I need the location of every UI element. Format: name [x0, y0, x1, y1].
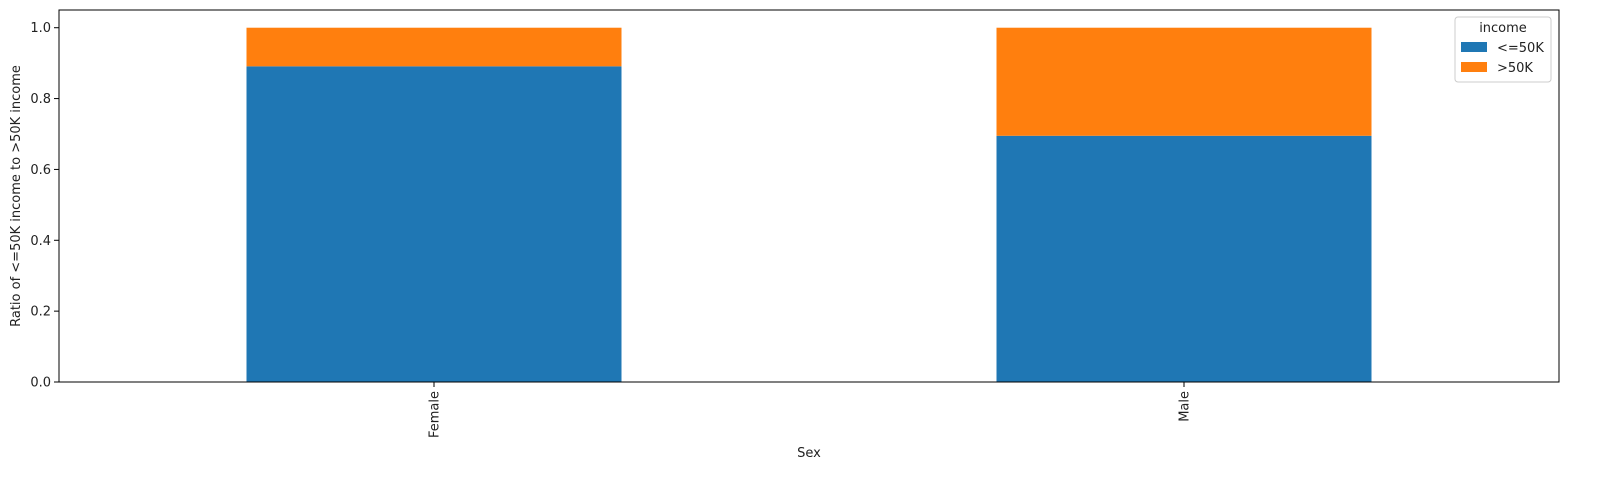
y-axis-label: Ratio of <=50K income to >50K income [9, 65, 24, 327]
y-tick-label: 0.0 [30, 376, 51, 391]
x-tick-label: Female [428, 391, 443, 438]
y-tick-label: 0.4 [30, 234, 51, 249]
x-axis: Female Male [428, 382, 1193, 438]
axes-frame [58, 9, 1560, 383]
x-axis-label: Sex [797, 446, 821, 461]
y-axis: 0.0 0.2 0.4 0.6 0.8 1.0 [30, 21, 59, 391]
legend-entry-label: >50K [1497, 61, 1533, 76]
bar-male-series-0 [996, 135, 1372, 382]
bar-female-series-1 [246, 27, 622, 67]
legend-entry-label: <=50K [1497, 41, 1544, 56]
legend-swatch [1461, 42, 1487, 52]
bar-female-series-0 [246, 66, 622, 383]
legend-swatch [1461, 62, 1487, 72]
bar-male-series-1 [996, 27, 1372, 136]
legend: income <=50K >50K [1454, 16, 1552, 83]
y-tick-label: 0.6 [30, 163, 51, 178]
y-tick-label: 1.0 [30, 21, 51, 36]
y-tick-label: 0.8 [30, 92, 51, 107]
x-tick-label: Male [1178, 391, 1193, 422]
legend-title: income [1479, 21, 1527, 36]
y-tick-label: 0.2 [30, 305, 51, 320]
bars-layer [246, 27, 1372, 383]
